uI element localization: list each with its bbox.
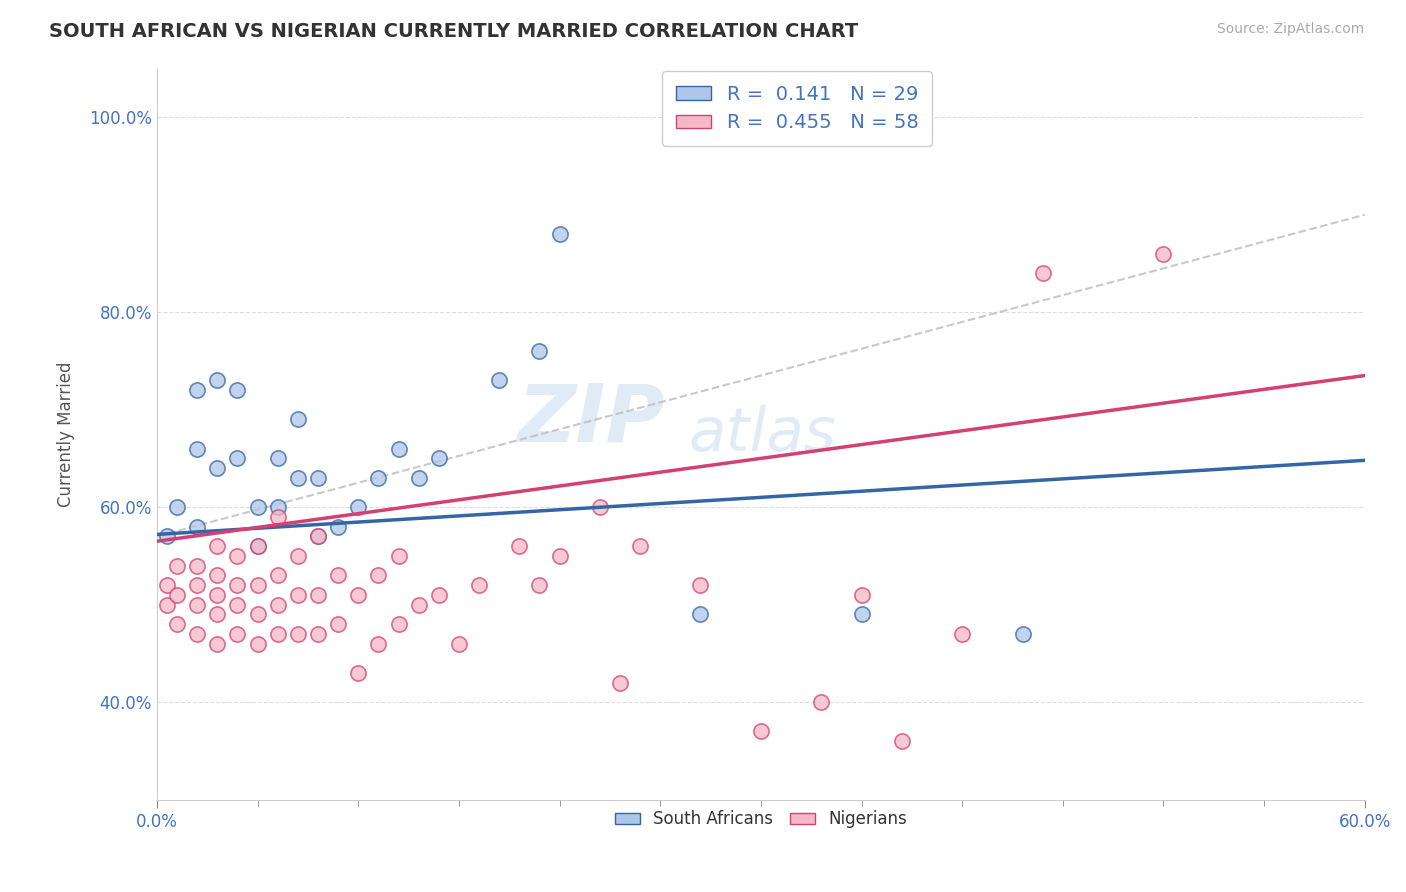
Point [367,636,389,650]
Point [689,607,711,622]
Point [628,539,651,553]
Point [468,578,491,592]
Point [186,627,208,641]
Point [226,578,249,592]
Point [267,451,290,466]
Point [186,519,208,533]
Point [326,617,349,632]
Point [307,529,329,543]
Point [186,598,208,612]
Point [347,588,370,602]
Point [367,471,389,485]
Point [548,549,571,563]
Point [186,558,208,573]
Point [207,636,229,650]
Point [347,500,370,515]
Point [589,500,612,515]
Point [226,627,249,641]
Point [226,549,249,563]
Point [166,558,188,573]
Point [307,627,329,641]
Point [387,549,409,563]
Point [267,627,290,641]
Point [529,578,551,592]
Text: atlas: atlas [689,404,837,464]
Point [851,607,873,622]
Point [488,373,510,387]
Point [408,471,430,485]
Point [267,509,290,524]
Point [246,636,269,650]
Point [1153,246,1175,260]
Point [890,734,912,748]
Point [267,500,290,515]
Point [156,578,179,592]
Point [287,549,309,563]
Point [307,588,329,602]
Point [810,695,832,709]
Point [1011,627,1033,641]
Point [447,636,470,650]
Text: SOUTH AFRICAN VS NIGERIAN CURRENTLY MARRIED CORRELATION CHART: SOUTH AFRICAN VS NIGERIAN CURRENTLY MARR… [49,22,859,41]
Point [207,461,229,475]
Point [207,373,229,387]
Point [548,227,571,242]
Point [408,598,430,612]
Text: ZIP: ZIP [517,380,664,458]
Point [287,627,309,641]
Point [166,617,188,632]
Point [427,451,450,466]
Point [851,588,873,602]
Point [689,578,711,592]
Point [427,588,450,602]
Point [207,539,229,553]
Point [166,500,188,515]
Text: Source: ZipAtlas.com: Source: ZipAtlas.com [1216,22,1364,37]
Point [166,588,188,602]
Point [226,451,249,466]
Point [609,675,631,690]
Point [387,442,409,456]
Point [207,568,229,582]
Point [367,568,389,582]
Point [246,500,269,515]
Point [267,598,290,612]
Point [950,627,973,641]
Point [749,724,772,739]
Point [347,665,370,680]
Point [156,598,179,612]
Point [246,539,269,553]
Point [156,529,179,543]
Point [307,529,329,543]
Point [267,568,290,582]
Point [508,539,530,553]
Point [387,617,409,632]
Legend: South Africans, Nigerians: South Africans, Nigerians [609,804,914,835]
Point [326,519,349,533]
Y-axis label: Currently Married: Currently Married [58,361,75,507]
Point [246,578,269,592]
Point [186,442,208,456]
Point [207,588,229,602]
Point [287,412,309,426]
Point [186,578,208,592]
Point [307,471,329,485]
Point [207,607,229,622]
Point [529,344,551,359]
Point [1032,266,1054,280]
Point [326,568,349,582]
Point [226,383,249,397]
Point [246,607,269,622]
Point [226,598,249,612]
Point [186,383,208,397]
Point [287,588,309,602]
Point [246,539,269,553]
Point [287,471,309,485]
